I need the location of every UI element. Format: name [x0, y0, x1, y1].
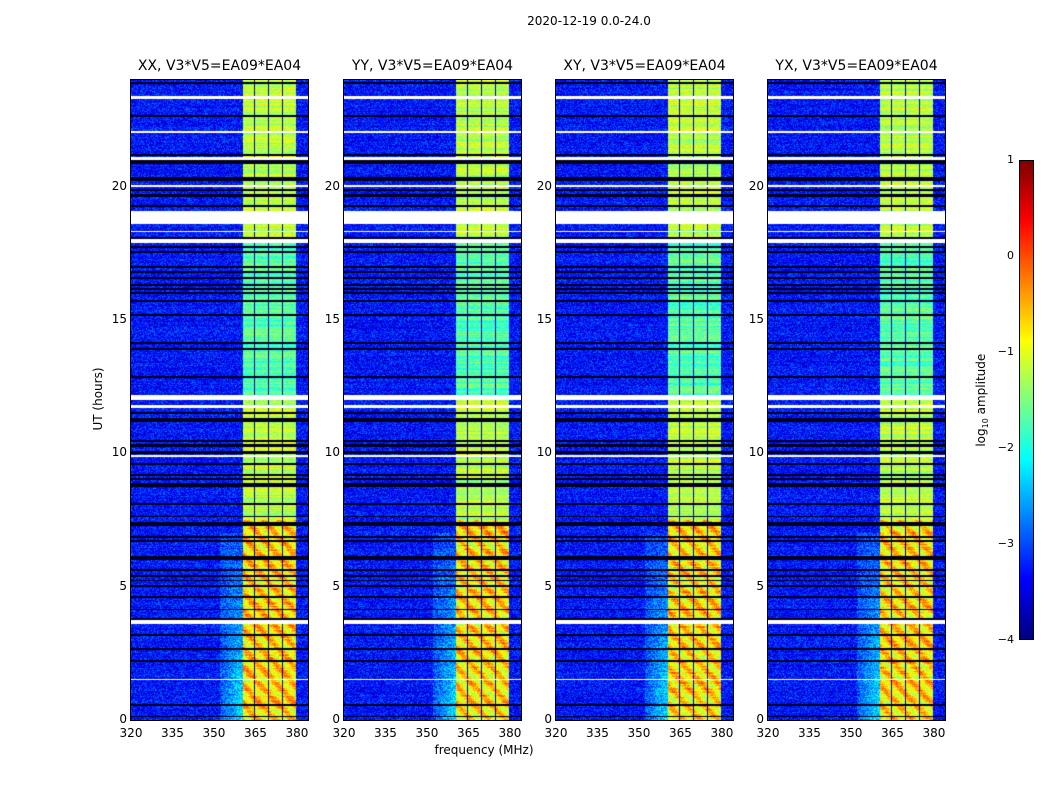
x-tick-label: 365 — [881, 726, 904, 740]
y-axis-label: UT (hours) — [91, 367, 105, 431]
x-tick-label: 350 — [627, 726, 651, 740]
colorbar-label: log10 amplitude — [973, 353, 991, 447]
colorbar-tick-label: −1 — [997, 345, 1014, 358]
y-tick-label: 15 — [324, 312, 340, 326]
x-tick-label: 365 — [244, 726, 267, 740]
x-tick-label: 380 — [285, 726, 309, 740]
colorbar-tick-label: 1 — [1007, 153, 1014, 166]
x-tick-label: 320 — [544, 726, 568, 740]
x-tick-label: 320 — [119, 726, 143, 740]
x-tick-label: 365 — [457, 726, 480, 740]
x-tick-label: 350 — [202, 726, 226, 740]
y-tick-label: 0 — [332, 712, 340, 726]
y-tick-label: 15 — [111, 312, 127, 326]
y-tick-label: 10 — [324, 445, 340, 460]
y-tick-label: 15 — [748, 312, 764, 326]
colorbar-tick-label: −4 — [997, 633, 1014, 646]
spectrogram-panel: YX, V3*V5=EA09*EA04 320 335 350 365 380 0 5 10 15… — [749, 58, 946, 740]
x-tick-label: 380 — [710, 726, 734, 740]
x-tick-label: 350 — [415, 726, 439, 740]
y-tick-label: 20 — [111, 178, 127, 193]
y-tick-label: 15 — [536, 312, 552, 326]
spectrogram-panel: XX, V3*V5=EA09*EA04 320 335 350 365 380 0 5 10 15… — [112, 58, 309, 740]
spectrogram-panel: XY, V3*V5=EA09*EA04 320 335 350 365 380 0 5 10 15… — [537, 58, 734, 740]
x-axis-label: frequency (MHz) — [434, 743, 534, 757]
colorbar — [1019, 160, 1034, 640]
x-tick-label: 335 — [586, 726, 609, 740]
y-tick-label: 20 — [536, 178, 552, 193]
spectrogram-image — [131, 80, 308, 720]
panel-title: YY, V3*V5=EA09*EA04 — [351, 58, 514, 74]
spectrogram-image — [344, 80, 521, 720]
panel-title: XX, V3*V5=EA09*EA04 — [137, 58, 302, 74]
y-tick-label: 20 — [748, 178, 764, 193]
spectrogram-panel: YY, V3*V5=EA09*EA04 320 335 350 365 380 0 5 10 15… — [325, 58, 522, 740]
y-tick-label: 0 — [119, 712, 127, 726]
panel-title: XY, V3*V5=EA09*EA04 — [563, 58, 726, 74]
y-tick-label: 20 — [324, 178, 340, 193]
x-tick-label: 320 — [332, 726, 356, 740]
x-tick-label: 380 — [498, 726, 522, 740]
x-tick-label: 335 — [798, 726, 821, 740]
x-tick-label: 365 — [669, 726, 692, 740]
x-tick-label: 320 — [756, 726, 780, 740]
x-tick-label: 335 — [374, 726, 397, 740]
y-tick-label: 10 — [748, 445, 764, 460]
figure-title: 2020-12-19 0.0-24.0 — [527, 14, 651, 28]
y-tick-label: 10 — [536, 445, 552, 460]
colorbar-tick-label: −3 — [997, 537, 1014, 550]
spectrogram-image — [556, 80, 733, 720]
x-tick-label: 380 — [922, 726, 946, 740]
y-tick-label: 0 — [756, 712, 764, 726]
y-tick-label: 5 — [544, 578, 552, 593]
y-tick-label: 10 — [111, 445, 127, 460]
panel-title: YX, V3*V5=EA09*EA04 — [775, 58, 938, 74]
colorbar-tick-label: 0 — [1007, 249, 1014, 262]
x-tick-label: 335 — [161, 726, 184, 740]
y-tick-label: 5 — [756, 578, 764, 593]
y-tick-label: 5 — [119, 578, 127, 593]
spectrogram-image — [768, 80, 945, 720]
x-tick-label: 350 — [839, 726, 863, 740]
y-tick-label: 0 — [544, 712, 552, 726]
colorbar-tick-label: −2 — [997, 441, 1014, 454]
y-tick-label: 5 — [332, 578, 340, 593]
